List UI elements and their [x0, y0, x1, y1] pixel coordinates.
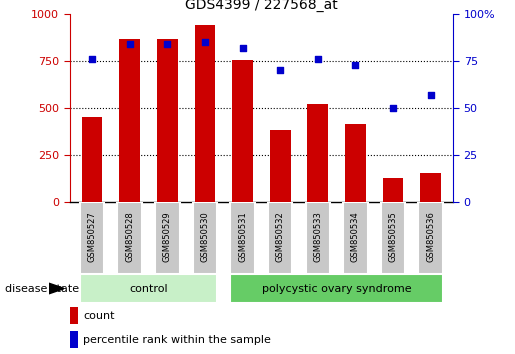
Bar: [420, 173, 441, 202]
Text: GSM850529: GSM850529: [163, 211, 172, 262]
Bar: [305, 202, 330, 274]
Bar: [70, 331, 78, 348]
Bar: [82, 118, 102, 202]
Bar: [232, 60, 253, 202]
Point: [163, 41, 171, 47]
Point: [88, 56, 96, 62]
Text: GSM850528: GSM850528: [125, 211, 134, 262]
Bar: [80, 274, 217, 303]
Text: GSM850530: GSM850530: [200, 211, 210, 262]
Text: GSM850531: GSM850531: [238, 211, 247, 262]
Bar: [193, 202, 217, 274]
Bar: [230, 274, 443, 303]
Bar: [418, 202, 443, 274]
Text: percentile rank within the sample: percentile rank within the sample: [83, 335, 271, 345]
Bar: [70, 307, 78, 324]
Point: [389, 105, 397, 111]
Point: [126, 41, 134, 47]
Bar: [383, 178, 403, 202]
Bar: [230, 202, 255, 274]
Text: GSM850536: GSM850536: [426, 211, 435, 262]
Bar: [307, 104, 328, 202]
Bar: [155, 202, 180, 274]
Text: GSM850534: GSM850534: [351, 211, 360, 262]
Bar: [117, 202, 142, 274]
Bar: [381, 202, 405, 274]
Polygon shape: [49, 283, 64, 294]
Bar: [80, 202, 105, 274]
Bar: [195, 25, 215, 202]
Text: GSM850532: GSM850532: [276, 211, 285, 262]
Bar: [119, 39, 140, 202]
Text: disease state: disease state: [5, 284, 79, 293]
Point: [351, 62, 359, 68]
Point: [276, 68, 284, 73]
Text: count: count: [83, 311, 114, 321]
Point: [201, 40, 209, 45]
Point: [426, 92, 435, 98]
Text: GSM850533: GSM850533: [313, 211, 322, 262]
Bar: [268, 202, 293, 274]
Point: [238, 45, 247, 51]
Text: control: control: [129, 284, 168, 293]
Text: polycystic ovary syndrome: polycystic ovary syndrome: [262, 284, 411, 293]
Bar: [345, 124, 366, 202]
Bar: [343, 202, 368, 274]
Bar: [157, 39, 178, 202]
Text: GSM850535: GSM850535: [388, 211, 398, 262]
Bar: [270, 131, 290, 202]
Point: [314, 56, 322, 62]
Text: GSM850527: GSM850527: [88, 211, 97, 262]
Title: GDS4399 / 227568_at: GDS4399 / 227568_at: [185, 0, 338, 12]
